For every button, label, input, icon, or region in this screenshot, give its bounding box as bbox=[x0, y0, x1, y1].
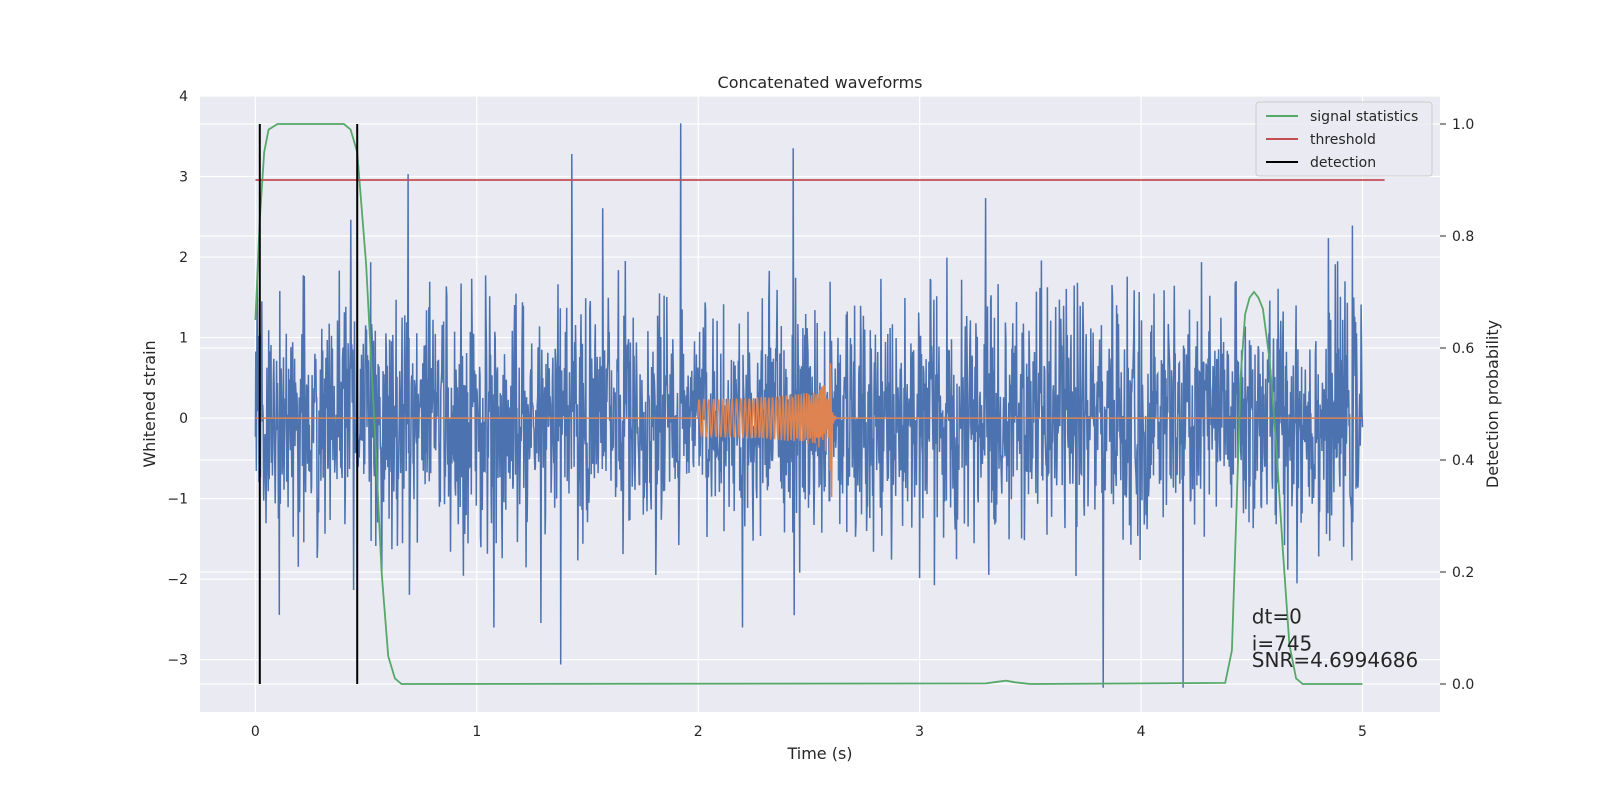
x-tick-label: 0 bbox=[251, 724, 260, 740]
legend: signal statistics threshold detection bbox=[1255, 101, 1433, 177]
x-tick-label: 3 bbox=[915, 724, 924, 740]
y-right-tick-label: 1.0 bbox=[1452, 117, 1474, 133]
x-tick-label: 4 bbox=[1137, 724, 1146, 740]
y-axis-ticks: −3 −2 −1 0 1 2 3 4 bbox=[167, 89, 188, 669]
y-right-axis-label: Detection probability bbox=[1483, 320, 1502, 488]
y-right-tick-label: 0.8 bbox=[1452, 229, 1474, 245]
y-tick-label: 2 bbox=[179, 250, 188, 266]
legend-label: threshold bbox=[1310, 132, 1376, 148]
x-tick-label: 5 bbox=[1358, 724, 1367, 740]
y-tick-label: 1 bbox=[179, 331, 188, 347]
x-tick-label: 1 bbox=[472, 724, 481, 740]
x-tick-label: 2 bbox=[694, 724, 703, 740]
y-tick-label: −2 bbox=[167, 572, 188, 588]
legend-box bbox=[1255, 101, 1433, 177]
signal-statistics-line bbox=[254, 123, 1363, 685]
series-chirp-line bbox=[255, 363, 1363, 498]
x-axis-label: Time (s) bbox=[786, 744, 852, 763]
series-layer bbox=[254, 123, 1385, 688]
y-tick-label: 0 bbox=[179, 411, 188, 427]
y-right-tick-label: 0.0 bbox=[1452, 677, 1474, 693]
y-right-tick-label: 0.4 bbox=[1452, 453, 1474, 469]
y-tick-label: 3 bbox=[179, 170, 188, 186]
chart-title: Concatenated waveforms bbox=[718, 73, 923, 92]
y-tick-label: 4 bbox=[179, 89, 188, 105]
annotation-text: SNR=4.6994686 bbox=[1252, 648, 1418, 672]
annotation-text: i=745 bbox=[1252, 631, 1313, 655]
y-right-axis-ticks: 0.0 0.2 0.4 0.6 0.8 1.0 bbox=[1440, 117, 1474, 693]
y-right-tick-label: 0.2 bbox=[1452, 565, 1474, 581]
y-right-tick-label: 0.6 bbox=[1452, 341, 1474, 357]
series-noise-line bbox=[254, 123, 1364, 688]
annotation-text: dt=0 bbox=[1252, 605, 1302, 629]
legend-label: signal statistics bbox=[1310, 109, 1418, 125]
x-axis-ticks: 0 1 2 3 4 5 bbox=[251, 724, 1367, 740]
y-tick-label: −3 bbox=[167, 653, 188, 669]
legend-label: detection bbox=[1310, 155, 1376, 171]
y-axis-label: Whitened strain bbox=[140, 340, 159, 467]
y-tick-label: −1 bbox=[167, 492, 188, 508]
